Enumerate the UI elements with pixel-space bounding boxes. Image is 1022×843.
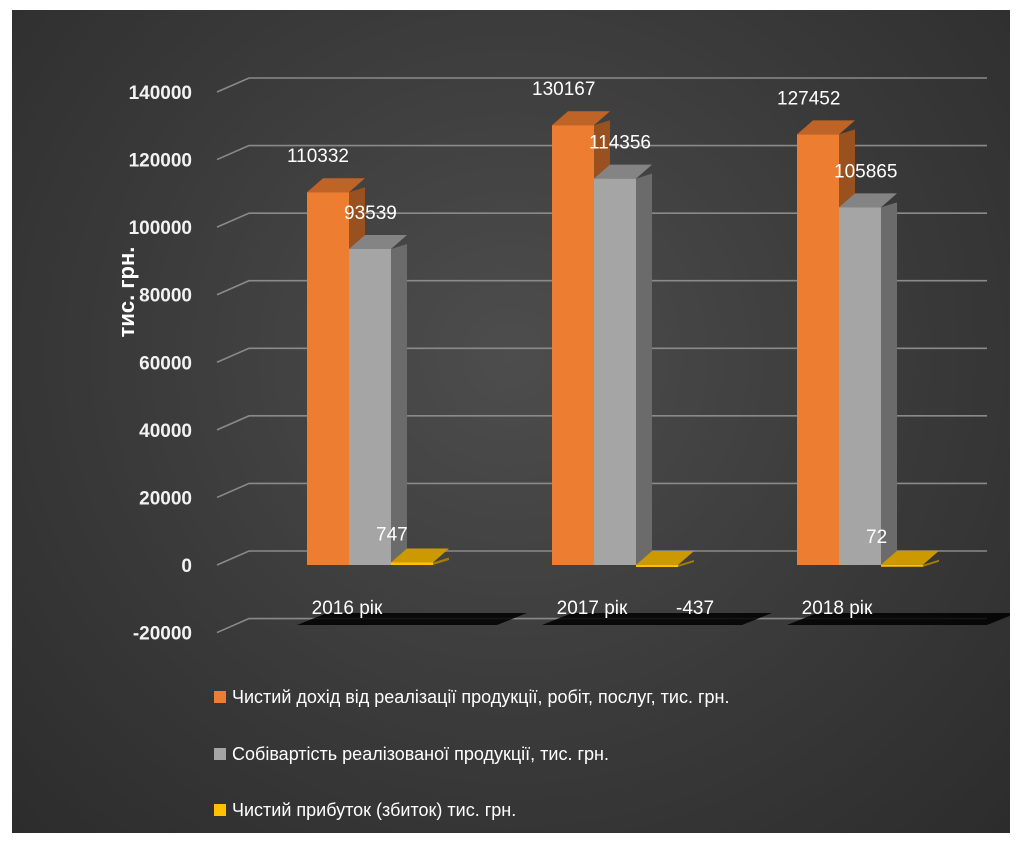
legend-swatch [214, 804, 226, 816]
data-label: 130167 [532, 79, 595, 100]
bar-front [839, 207, 881, 566]
bar-front [594, 178, 636, 566]
legend-label: Собівартість реалізованої продукції, тис… [232, 744, 609, 764]
bar-front [881, 564, 923, 567]
bar-front [391, 562, 433, 565]
gridlines [216, 77, 987, 634]
gridline [216, 279, 987, 296]
data-label: 72 [866, 527, 887, 548]
bar-front [797, 134, 839, 565]
bar-top [881, 550, 939, 565]
bar-series-2 [839, 193, 897, 566]
bar-top [797, 120, 855, 135]
y-tick-label: 60000 [139, 353, 192, 374]
y-tick-label: 40000 [139, 421, 192, 442]
data-label: 110332 [287, 146, 349, 167]
data-label: 105865 [834, 161, 897, 182]
y-tick-label: 0 [181, 556, 192, 577]
bar-side [923, 559, 939, 567]
y-axis-ticks: 140000 120000 100000 80000 60000 40000 20000 0 -… [129, 83, 192, 645]
bar-top [349, 234, 407, 249]
data-label: 93539 [344, 203, 397, 224]
legend-label: Чистий прибуток (збиток) тис. грн. [232, 800, 516, 820]
bar-series-3 [391, 548, 449, 565]
category-shadow [297, 613, 527, 625]
category-shadows [297, 613, 1017, 625]
y-tick-label: 20000 [139, 488, 192, 509]
gridline [216, 144, 987, 161]
bar-top [636, 551, 694, 565]
bar-top [552, 111, 610, 126]
bar-top [839, 193, 897, 208]
gridline [216, 77, 987, 93]
legend-label: Чистий дохід від реалізації продукції, р… [232, 687, 730, 707]
bar-front [552, 125, 594, 565]
bar-series-3 [881, 550, 939, 567]
gridline [216, 415, 987, 431]
data-labels: 110332 93539 747 130167 114356 -437 127452 1058… [287, 79, 897, 619]
bar-side [433, 557, 449, 565]
gridline [216, 550, 987, 566]
bar-front [636, 565, 678, 567]
bar-front [349, 248, 391, 565]
gridline [216, 482, 987, 499]
y-tick-label: 140000 [129, 83, 192, 104]
y-tick-label: 100000 [129, 218, 192, 239]
data-label: 747 [376, 524, 408, 545]
data-label: -437 [676, 598, 714, 619]
bar-side [391, 243, 407, 565]
bar-series-2 [594, 164, 652, 566]
gridline [216, 212, 987, 228]
gridline [216, 347, 987, 364]
data-label: 114356 [589, 133, 651, 154]
bar-top [307, 178, 365, 193]
bar-side [636, 173, 652, 566]
y-tick-label: 80000 [139, 286, 192, 307]
y-axis-title: тис. грн. [114, 247, 139, 338]
category-label: 2017 рік [557, 598, 628, 619]
bar-top [391, 548, 449, 563]
bar-chart: 140000 120000 100000 80000 60000 40000 20000 0 -… [114, 77, 1017, 820]
bar-top [594, 164, 652, 179]
category-label: 2016 рік [312, 598, 383, 619]
chart-area: 140000 120000 100000 80000 60000 40000 20000 0 -… [12, 10, 1017, 833]
bar-series-3 [636, 551, 694, 567]
category-label: 2018 рік [802, 598, 873, 619]
bar-series-2 [349, 234, 407, 565]
x-axis-categories: 2016 рік 2017 рік 2018 рік [312, 598, 873, 619]
legend-swatch [214, 691, 226, 703]
category-shadow [787, 613, 1017, 625]
bars [307, 111, 939, 567]
bar-side [678, 560, 694, 567]
y-tick-label: -20000 [133, 624, 192, 645]
legend: Чистий дохід від реалізації продукції, р… [214, 687, 730, 820]
category-shadow [542, 613, 772, 625]
bar-side [881, 202, 897, 566]
legend-swatch [214, 748, 226, 760]
data-label: 127452 [777, 88, 840, 109]
bar-front [307, 192, 349, 565]
y-tick-label: 120000 [129, 151, 192, 172]
